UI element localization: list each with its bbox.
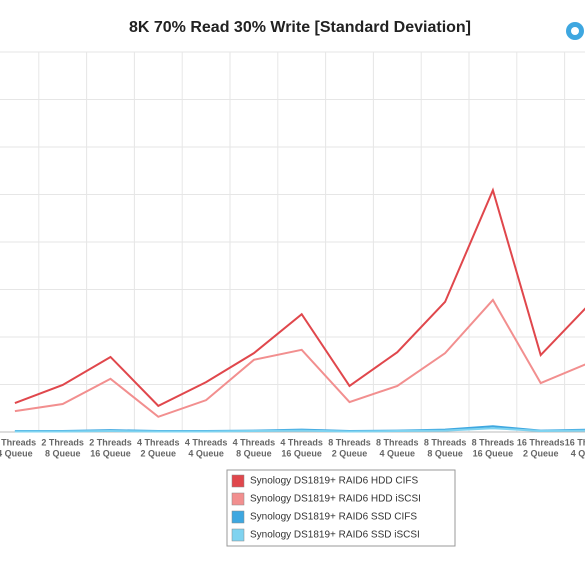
legend-swatch	[231, 510, 245, 524]
x-tick-label: 16 Threads	[517, 437, 565, 447]
x-tick-label: 8 Threads	[328, 437, 371, 447]
x-tick-label: 2 Queue	[332, 448, 368, 458]
legend-swatch	[231, 492, 245, 506]
legend-swatch	[231, 528, 245, 542]
x-tick-label: 2 Threads	[0, 437, 36, 447]
legend-label: Synology DS1819+ RAID6 HDD CIFS	[250, 476, 418, 487]
x-tick-label: 8 Threads	[424, 437, 467, 447]
x-tick-label: 8 Queue	[427, 448, 463, 458]
x-tick-label: 8 Queue	[236, 448, 272, 458]
x-tick-label: 4 Threads	[185, 437, 228, 447]
x-tick-label: 4 Threads	[280, 437, 323, 447]
menu-icon[interactable]	[566, 22, 584, 40]
x-tick-label: 2 Queue	[523, 448, 559, 458]
x-tick-label: 4 Queue	[571, 448, 585, 458]
x-tick-label: 4 Queue	[380, 448, 416, 458]
x-tick-label: 16 Queue	[90, 448, 131, 458]
x-tick-label: 4 Queue	[188, 448, 224, 458]
x-tick-label: 4 Threads	[137, 437, 180, 447]
legend-swatch	[231, 474, 245, 488]
legend-box	[226, 469, 456, 547]
x-tick-label: 4 Threads	[233, 437, 276, 447]
x-tick-label: 8 Queue	[45, 448, 81, 458]
series-line	[14, 187, 585, 408]
x-tick-label: 8 Threads	[376, 437, 419, 447]
x-tick-label: 16 Threads	[565, 437, 585, 447]
series-line	[14, 427, 585, 433]
x-tick-label: 2 Queue	[141, 448, 177, 458]
chart-title: 8K 70% Read 30% Write [Standard Deviatio…	[129, 19, 471, 36]
legend-label: Synology DS1819+ RAID6 SSD iSCSI	[250, 530, 420, 541]
x-tick-label: 8 Threads	[472, 437, 515, 447]
legend-label: Synology DS1819+ RAID6 HDD iSCSI	[250, 494, 421, 505]
series-line	[14, 298, 585, 418]
x-tick-label: 16 Queue	[473, 448, 514, 458]
x-tick-label: 16 Queue	[281, 448, 322, 458]
x-tick-label: 4 Queue	[0, 448, 33, 458]
x-tick-label: 2 Threads	[41, 437, 84, 447]
x-tick-label: 2 Threads	[89, 437, 132, 447]
legend-label: Synology DS1819+ RAID6 SSD CIFS	[250, 512, 417, 523]
